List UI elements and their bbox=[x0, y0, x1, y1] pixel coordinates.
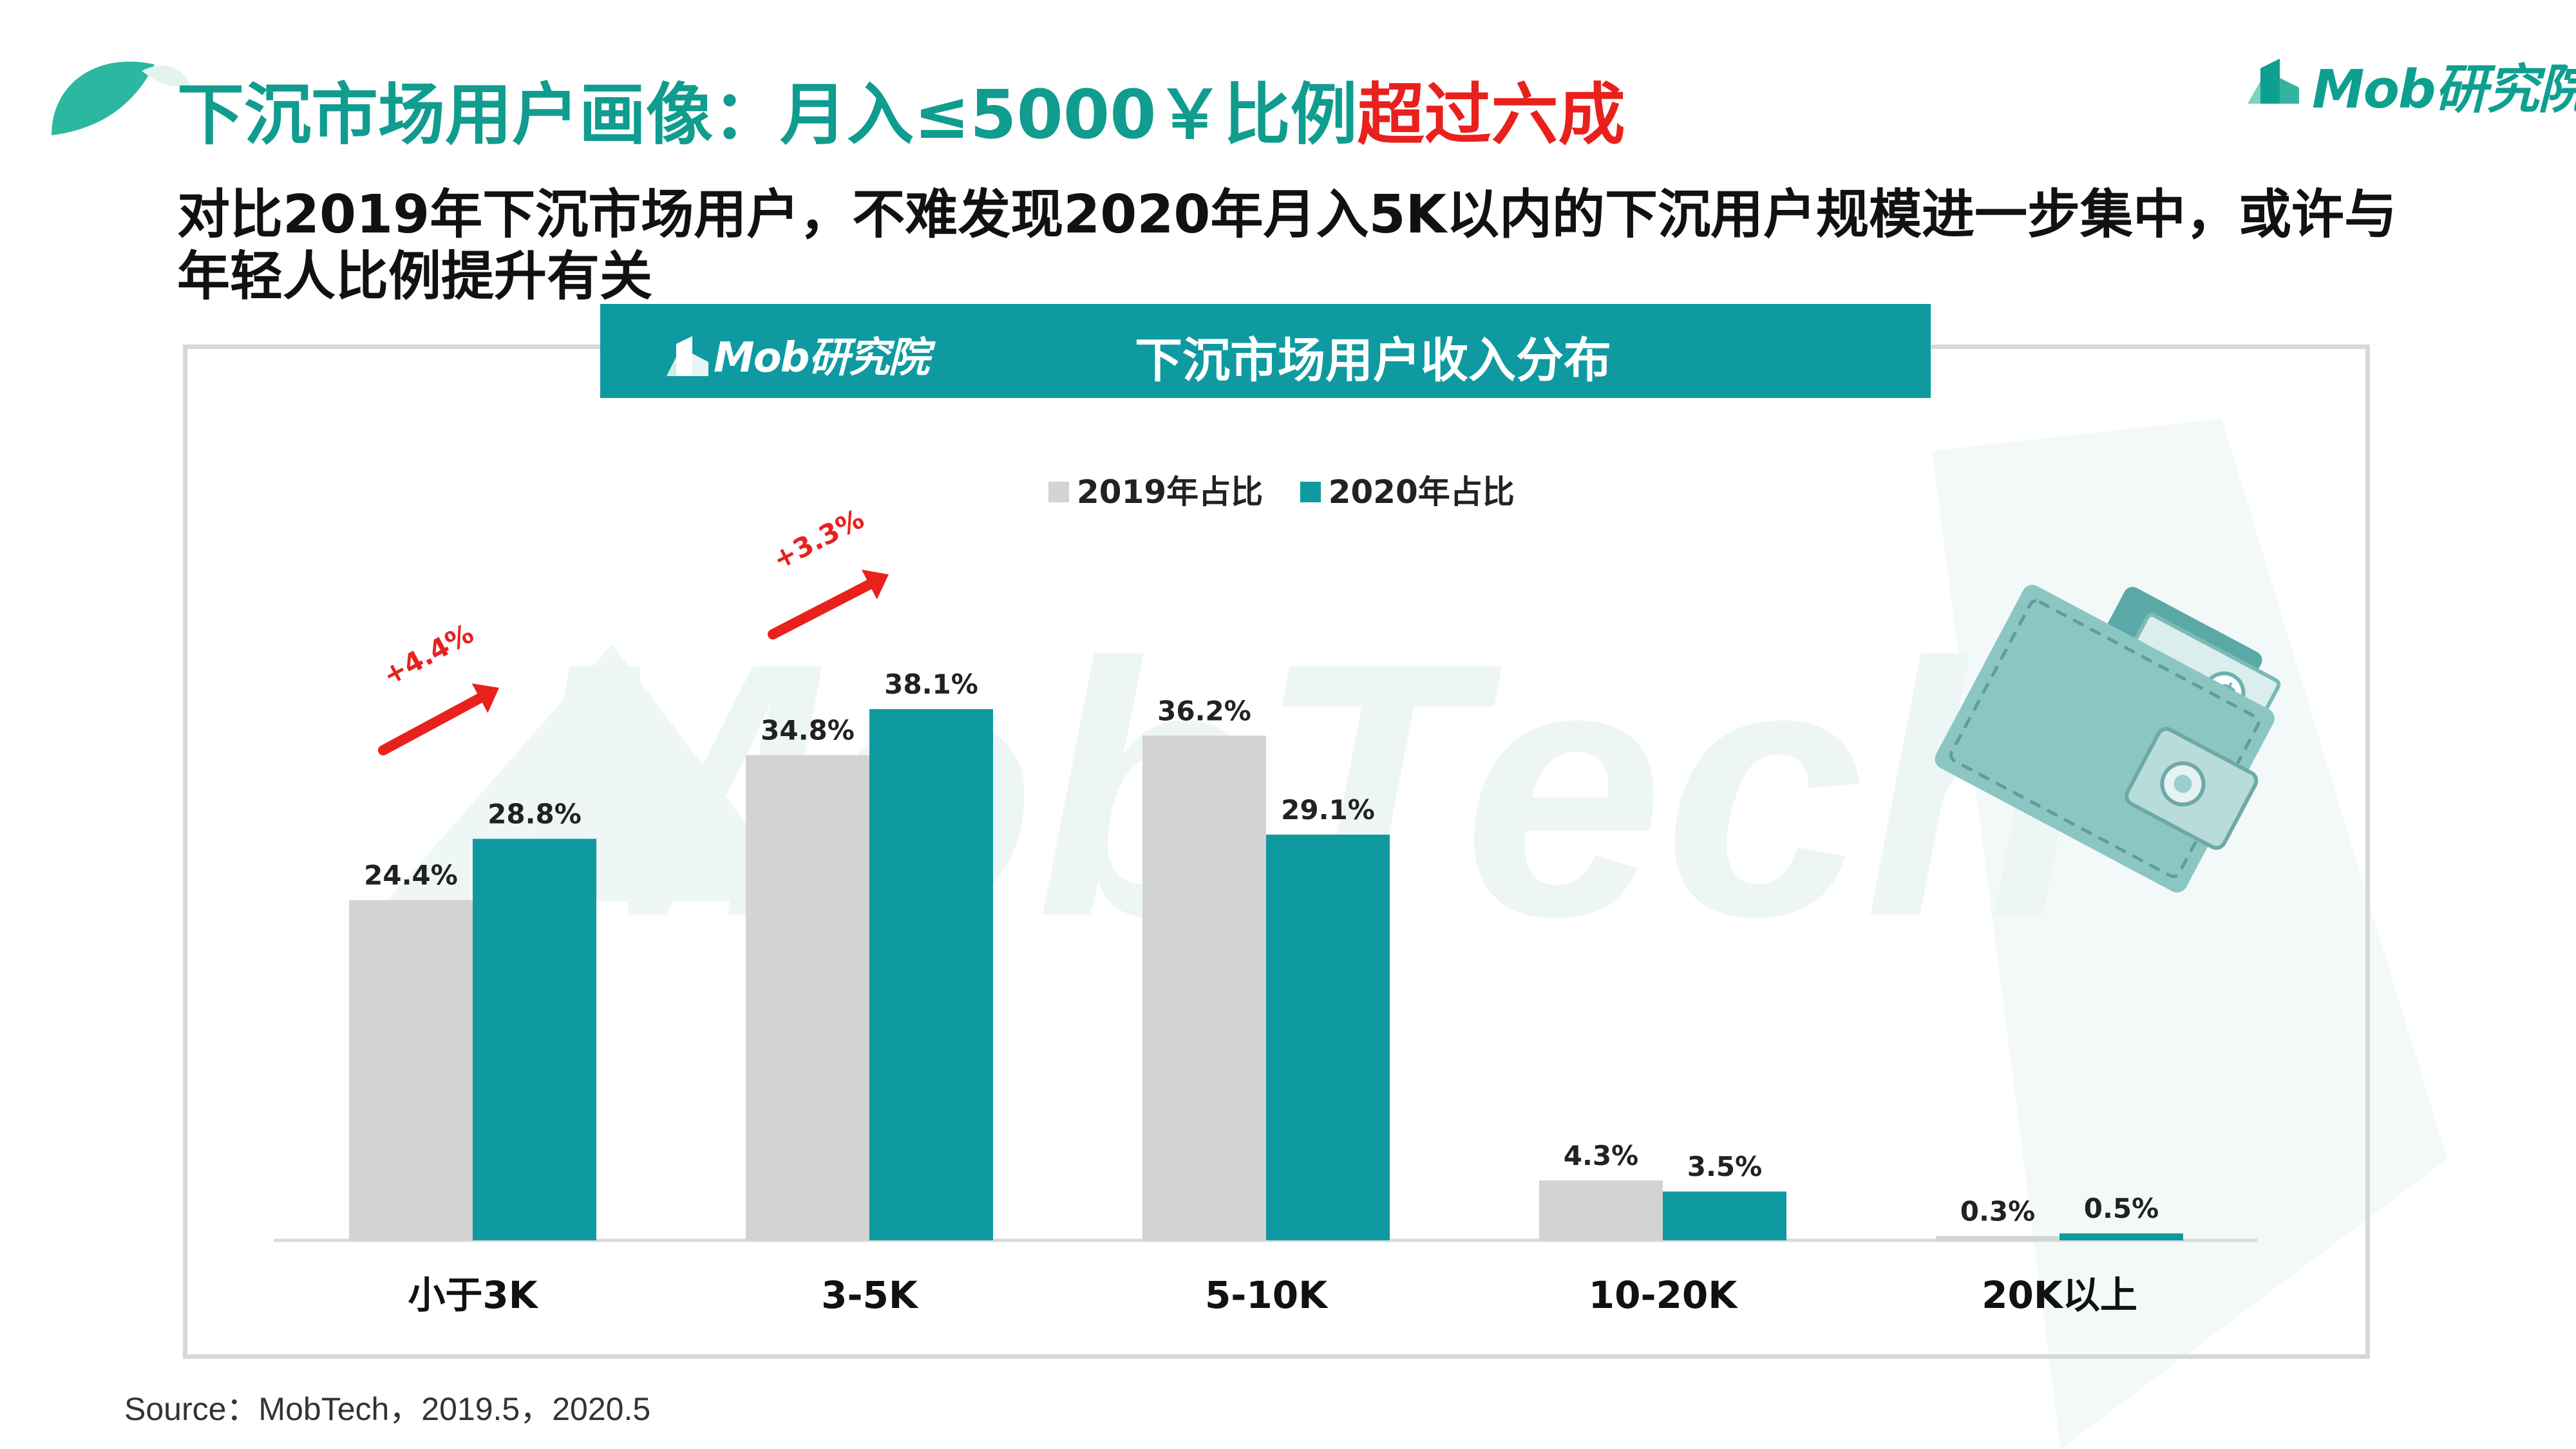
bar-2020-2 bbox=[1266, 834, 1390, 1240]
legend-label-2019: 2019年占比 bbox=[1077, 473, 1264, 511]
mob-logo: Mob研究院 bbox=[2241, 43, 2576, 120]
x-tick-label-0: 小于3K bbox=[408, 1273, 538, 1317]
x-tick-label-2: 5-10K bbox=[1205, 1273, 1329, 1317]
bar-2019-1 bbox=[746, 755, 869, 1240]
growth-label-0: +4.4% bbox=[377, 618, 478, 692]
logo-building-icon bbox=[2248, 59, 2299, 104]
legend-swatch-2020 bbox=[1300, 481, 1321, 502]
chart-banner: Mob研究院 下沉市场用户收入分布 bbox=[600, 304, 1931, 398]
decorative-leaf-icon bbox=[52, 61, 190, 135]
bar-2019-3 bbox=[1539, 1180, 1663, 1240]
growth-label-1: +3.3% bbox=[768, 503, 869, 576]
x-tick-label-1: 3-5K bbox=[821, 1273, 919, 1317]
bar-2019-0 bbox=[349, 900, 473, 1240]
data-label-2020-2: 29.1% bbox=[1281, 794, 1375, 826]
x-tick-label-3: 10-20K bbox=[1589, 1273, 1738, 1317]
growth-arrow-0 bbox=[378, 693, 486, 755]
legend-label-2020: 2020年占比 bbox=[1328, 473, 1515, 511]
data-label-2019-1: 34.8% bbox=[761, 715, 855, 746]
banner-title: 下沉市场用户收入分布 bbox=[1135, 333, 1611, 388]
growth-arrow-1 bbox=[768, 579, 875, 639]
page-subtitle: 对比2019年下沉市场用户，不难发现2020年月入5K以内的下沉用户规模进一步集… bbox=[177, 184, 2398, 307]
legend-item-2019: 2019年占比 bbox=[1048, 466, 1263, 513]
banner-logo-text: Mob研究院 bbox=[714, 334, 929, 382]
logo-text: Mob研究院 bbox=[2312, 59, 2576, 120]
legend-item-2020: 2020年占比 bbox=[1300, 466, 1515, 513]
data-label-2019-3: 4.3% bbox=[1564, 1140, 1638, 1171]
data-label-2020-1: 38.1% bbox=[884, 668, 978, 700]
wallet-icon: $ bbox=[1935, 585, 2281, 893]
chart-legend: 2019年占比 2020年占比 bbox=[1048, 466, 1540, 511]
bar-2020-1 bbox=[869, 709, 993, 1240]
data-label-2020-4: 0.5% bbox=[2084, 1193, 2159, 1224]
data-label-2020-3: 3.5% bbox=[1687, 1151, 1762, 1182]
bar-2020-0 bbox=[473, 838, 596, 1240]
legend-swatch-2019 bbox=[1048, 481, 1069, 502]
page-title-highlight: 超过六成 bbox=[1357, 75, 1625, 154]
page-title-main: 下沉市场用户画像：月入≤5000￥比例 bbox=[177, 75, 1358, 154]
growth-arrow-head-0 bbox=[471, 683, 499, 714]
page-title: 下沉市场用户画像：月入≤5000￥比例超过六成 bbox=[177, 81, 1625, 148]
bar-2020-3 bbox=[1663, 1191, 1786, 1240]
x-tick-label-4: 20K以上 bbox=[1982, 1273, 2137, 1317]
data-label-2019-2: 36.2% bbox=[1157, 695, 1251, 726]
source-note: Source：MobTech，2019.5，2020.5 bbox=[124, 1391, 651, 1427]
bar-2020-4 bbox=[2060, 1233, 2183, 1240]
data-label-2019-0: 24.4% bbox=[364, 860, 458, 891]
data-label-2019-4: 0.3% bbox=[1960, 1196, 2035, 1227]
data-label-2020-0: 28.8% bbox=[488, 798, 582, 829]
banner-logo: Mob研究院 bbox=[663, 322, 934, 384]
growth-arrow-head-1 bbox=[861, 569, 889, 600]
bar-2019-2 bbox=[1142, 735, 1266, 1240]
bar-2019-4 bbox=[1936, 1236, 2060, 1240]
banner-logo-icon bbox=[667, 336, 708, 376]
